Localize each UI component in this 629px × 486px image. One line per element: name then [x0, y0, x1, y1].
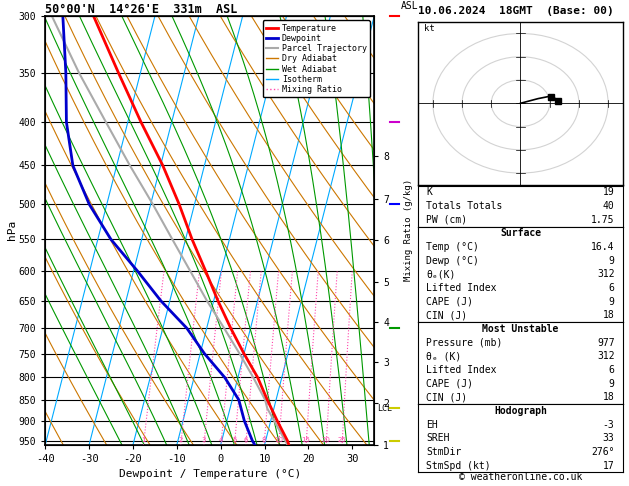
Text: 1.75: 1.75 [591, 215, 615, 225]
Text: 18: 18 [603, 311, 615, 320]
Text: 6: 6 [609, 283, 615, 293]
Text: Mixing Ratio (g/kg): Mixing Ratio (g/kg) [404, 179, 413, 281]
Y-axis label: hPa: hPa [8, 220, 17, 241]
Text: Pressure (mb): Pressure (mb) [426, 338, 503, 347]
Text: 19: 19 [603, 188, 615, 197]
Text: PW (cm): PW (cm) [426, 215, 467, 225]
Text: 15: 15 [302, 436, 311, 443]
X-axis label: Dewpoint / Temperature (°C): Dewpoint / Temperature (°C) [119, 469, 301, 479]
Text: 977: 977 [597, 338, 615, 347]
Text: 8: 8 [262, 436, 267, 443]
Text: 6: 6 [243, 436, 248, 443]
Text: CAPE (J): CAPE (J) [426, 297, 474, 307]
Text: 5: 5 [232, 436, 237, 443]
Text: Lifted Index: Lifted Index [426, 283, 497, 293]
Text: 16.4: 16.4 [591, 242, 615, 252]
Text: CIN (J): CIN (J) [426, 311, 467, 320]
Text: EH: EH [426, 419, 438, 430]
Text: StmSpd (kt): StmSpd (kt) [426, 461, 491, 470]
Text: 9: 9 [609, 297, 615, 307]
Text: 10: 10 [274, 436, 283, 443]
Text: 20: 20 [322, 436, 331, 443]
Text: Hodograph: Hodograph [494, 406, 547, 416]
Text: 40: 40 [603, 201, 615, 211]
Text: 33: 33 [603, 433, 615, 443]
Text: Surface: Surface [500, 228, 541, 239]
Text: CIN (J): CIN (J) [426, 392, 467, 402]
Text: StmDir: StmDir [426, 447, 462, 457]
Text: CAPE (J): CAPE (J) [426, 379, 474, 389]
Text: 9: 9 [609, 256, 615, 266]
Text: K: K [426, 188, 432, 197]
Text: 2: 2 [179, 436, 183, 443]
Text: Dewp (°C): Dewp (°C) [426, 256, 479, 266]
Text: Totals Totals: Totals Totals [426, 201, 503, 211]
Text: θₑ(K): θₑ(K) [426, 269, 456, 279]
Text: -3: -3 [603, 419, 615, 430]
Text: Lifted Index: Lifted Index [426, 365, 497, 375]
Text: θₑ (K): θₑ (K) [426, 351, 462, 361]
Legend: Temperature, Dewpoint, Parcel Trajectory, Dry Adiabat, Wet Adiabat, Isotherm, Mi: Temperature, Dewpoint, Parcel Trajectory… [262, 20, 370, 97]
Text: 312: 312 [597, 269, 615, 279]
Text: kt: kt [424, 24, 435, 33]
Text: Most Unstable: Most Unstable [482, 324, 559, 334]
Text: 276°: 276° [591, 447, 615, 457]
Text: 9: 9 [609, 379, 615, 389]
Text: Temp (°C): Temp (°C) [426, 242, 479, 252]
Text: 50°00'N  14°26'E  331m  ASL: 50°00'N 14°26'E 331m ASL [45, 3, 238, 16]
Text: 3: 3 [202, 436, 206, 443]
Text: SREH: SREH [426, 433, 450, 443]
Text: © weatheronline.co.uk: © weatheronline.co.uk [459, 472, 582, 482]
Text: 17: 17 [603, 461, 615, 470]
Text: 1: 1 [142, 436, 146, 443]
Text: km
ASL: km ASL [401, 0, 418, 11]
Text: 10.06.2024  18GMT  (Base: 00): 10.06.2024 18GMT (Base: 00) [418, 6, 614, 16]
Text: LCL: LCL [377, 404, 392, 413]
Text: 18: 18 [603, 392, 615, 402]
Text: 25: 25 [338, 436, 347, 443]
Text: 312: 312 [597, 351, 615, 361]
Text: 6: 6 [609, 365, 615, 375]
Text: 4: 4 [219, 436, 223, 443]
